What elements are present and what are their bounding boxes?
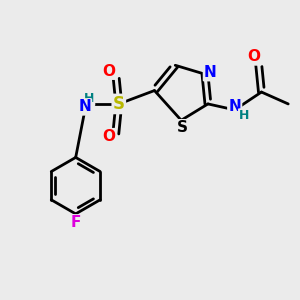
Text: N: N [78,99,91,114]
Text: H: H [84,92,94,105]
Text: H: H [239,109,249,122]
Text: F: F [70,215,81,230]
Text: O: O [102,129,115,144]
Text: O: O [102,64,115,79]
Text: S: S [113,95,125,113]
Text: N: N [204,65,217,80]
Text: N: N [228,99,241,114]
Text: S: S [177,120,188,135]
Text: O: O [248,50,260,64]
